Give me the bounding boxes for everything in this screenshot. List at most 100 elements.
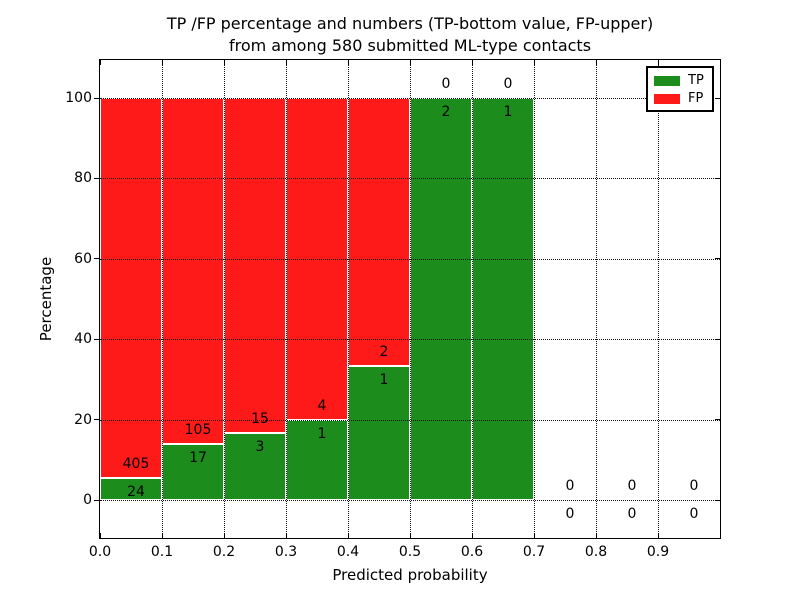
tp-count-annotation: 1 xyxy=(379,372,389,388)
x-axis-tick-top xyxy=(99,60,101,65)
tp-count-annotation: 0 xyxy=(627,506,637,522)
x-tick-label: 0.2 xyxy=(212,544,236,560)
legend-label: FP xyxy=(688,91,704,106)
x-axis-tick-top xyxy=(409,60,411,65)
gridline-vertical xyxy=(224,60,225,538)
tp-count-annotation: 0 xyxy=(565,506,575,522)
y-axis-tick xyxy=(94,419,99,421)
x-axis-tick xyxy=(285,533,287,538)
y-axis-tick xyxy=(94,338,99,340)
x-tick-label: 0.9 xyxy=(646,544,670,560)
fp-count-annotation: 405 xyxy=(122,455,150,472)
y-axis-tick-right xyxy=(715,258,720,260)
fp-count-annotation: 0 xyxy=(441,76,451,92)
gridline-vertical xyxy=(658,60,659,538)
x-tick-label: 0.1 xyxy=(150,544,174,560)
y-tick-label: 80 xyxy=(74,170,92,187)
chart-title-line-2: from among 580 submitted ML-type contact… xyxy=(228,36,592,55)
fp-count-annotation: 0 xyxy=(565,478,575,494)
x-axis-tick-top xyxy=(285,60,287,65)
x-axis-tick xyxy=(161,533,163,538)
bar-segment-tp xyxy=(410,98,472,500)
x-tick-label: 0.7 xyxy=(522,544,546,560)
chart-title: TP /FP percentage and numbers (TP-bottom… xyxy=(100,13,720,57)
x-axis-tick-top xyxy=(471,60,473,65)
y-axis-tick xyxy=(94,97,99,99)
x-axis-tick-top xyxy=(161,60,163,65)
tp-count-annotation: 17 xyxy=(189,449,207,466)
tp-count-annotation: 0 xyxy=(689,506,699,522)
fp-count-annotation: 15 xyxy=(251,411,269,427)
bar-segment-fp xyxy=(224,98,286,433)
x-axis-tick xyxy=(223,533,225,538)
x-tick-label: 0.3 xyxy=(274,544,298,560)
gridline-vertical xyxy=(596,60,597,538)
y-axis-tick-right xyxy=(715,338,720,340)
y-tick-label: 100 xyxy=(65,90,92,106)
x-axis-tick xyxy=(533,533,535,538)
x-tick-label: 0.5 xyxy=(398,544,422,560)
tp-count-annotation: 24 xyxy=(127,483,145,500)
bar-segment-fp xyxy=(348,98,410,366)
tp-count-annotation: 1 xyxy=(503,104,513,120)
gridline-vertical xyxy=(162,60,163,538)
x-tick-label: 0.8 xyxy=(584,544,608,560)
gridline-vertical xyxy=(534,60,535,538)
y-axis-tick xyxy=(94,499,99,501)
plot-area: 405 24 105 17 15 3 4 1 2 1 0 2 0 1 0 0 0 0 0 0 0.0 0.1 0.2 0.3… xyxy=(65,59,721,560)
x-axis-tick-top xyxy=(533,60,535,65)
tp-count-annotation: 3 xyxy=(255,439,265,455)
y-tick-label: 20 xyxy=(74,411,92,428)
y-axis-tick-right xyxy=(715,97,720,99)
bar-segment-tp xyxy=(162,443,224,500)
y-axis-tick-right xyxy=(715,419,720,421)
x-axis-tick xyxy=(409,533,411,538)
x-axis-tick xyxy=(347,533,349,538)
x-axis-tick-top xyxy=(347,60,349,65)
x-axis-tick-top xyxy=(223,60,225,65)
x-axis-tick-top xyxy=(657,60,659,65)
y-axis-tick xyxy=(94,177,99,179)
x-tick-label: 0.6 xyxy=(460,544,484,560)
gridline-vertical xyxy=(410,60,411,538)
y-tick-label: 60 xyxy=(74,250,92,267)
y-tick-label: 0 xyxy=(83,492,92,508)
legend-label: TP xyxy=(688,73,704,88)
gridline-vertical xyxy=(472,60,473,538)
x-axis-tick xyxy=(657,533,659,538)
x-axis-tick xyxy=(595,533,597,538)
legend-row: TP xyxy=(654,73,712,88)
legend-row: FP xyxy=(654,91,712,106)
chart-title-line-1: TP /FP percentage and numbers (TP-bottom… xyxy=(166,14,654,33)
y-axis-tick-right xyxy=(715,177,720,179)
gridline-vertical xyxy=(286,60,287,538)
y-axis-tick-right xyxy=(715,499,720,501)
fp-count-annotation: 4 xyxy=(317,397,327,414)
x-axis-tick-top xyxy=(719,60,721,65)
fp-count-annotation: 105 xyxy=(184,421,212,438)
y-tick-label: 40 xyxy=(74,331,92,348)
x-axis-tick xyxy=(471,533,473,538)
fp-count-annotation: 0 xyxy=(503,76,513,92)
bar-segment-tp xyxy=(100,477,162,500)
x-axis-tick xyxy=(99,533,101,538)
tp-count-annotation: 1 xyxy=(317,425,327,442)
bar-segment-fp xyxy=(100,98,162,478)
bar-segment-fp xyxy=(162,98,224,444)
bar-segment-tp xyxy=(472,98,534,500)
x-axis-tick-top xyxy=(595,60,597,65)
gridline-vertical xyxy=(348,60,349,538)
fp-count-annotation: 0 xyxy=(627,478,637,494)
legend-box: TP FP xyxy=(646,66,714,112)
legend-swatch xyxy=(654,93,680,104)
x-axis-label: Predicted probability xyxy=(332,566,488,584)
y-axis-tick xyxy=(94,258,99,260)
x-axis-tick xyxy=(719,533,721,538)
tp-count-annotation: 2 xyxy=(441,104,451,120)
fp-count-annotation: 2 xyxy=(379,344,389,360)
legend-swatch xyxy=(654,75,680,86)
x-tick-label: 0.0 xyxy=(88,544,112,560)
x-tick-label: 0.4 xyxy=(336,544,360,560)
fp-count-annotation: 0 xyxy=(689,478,699,494)
